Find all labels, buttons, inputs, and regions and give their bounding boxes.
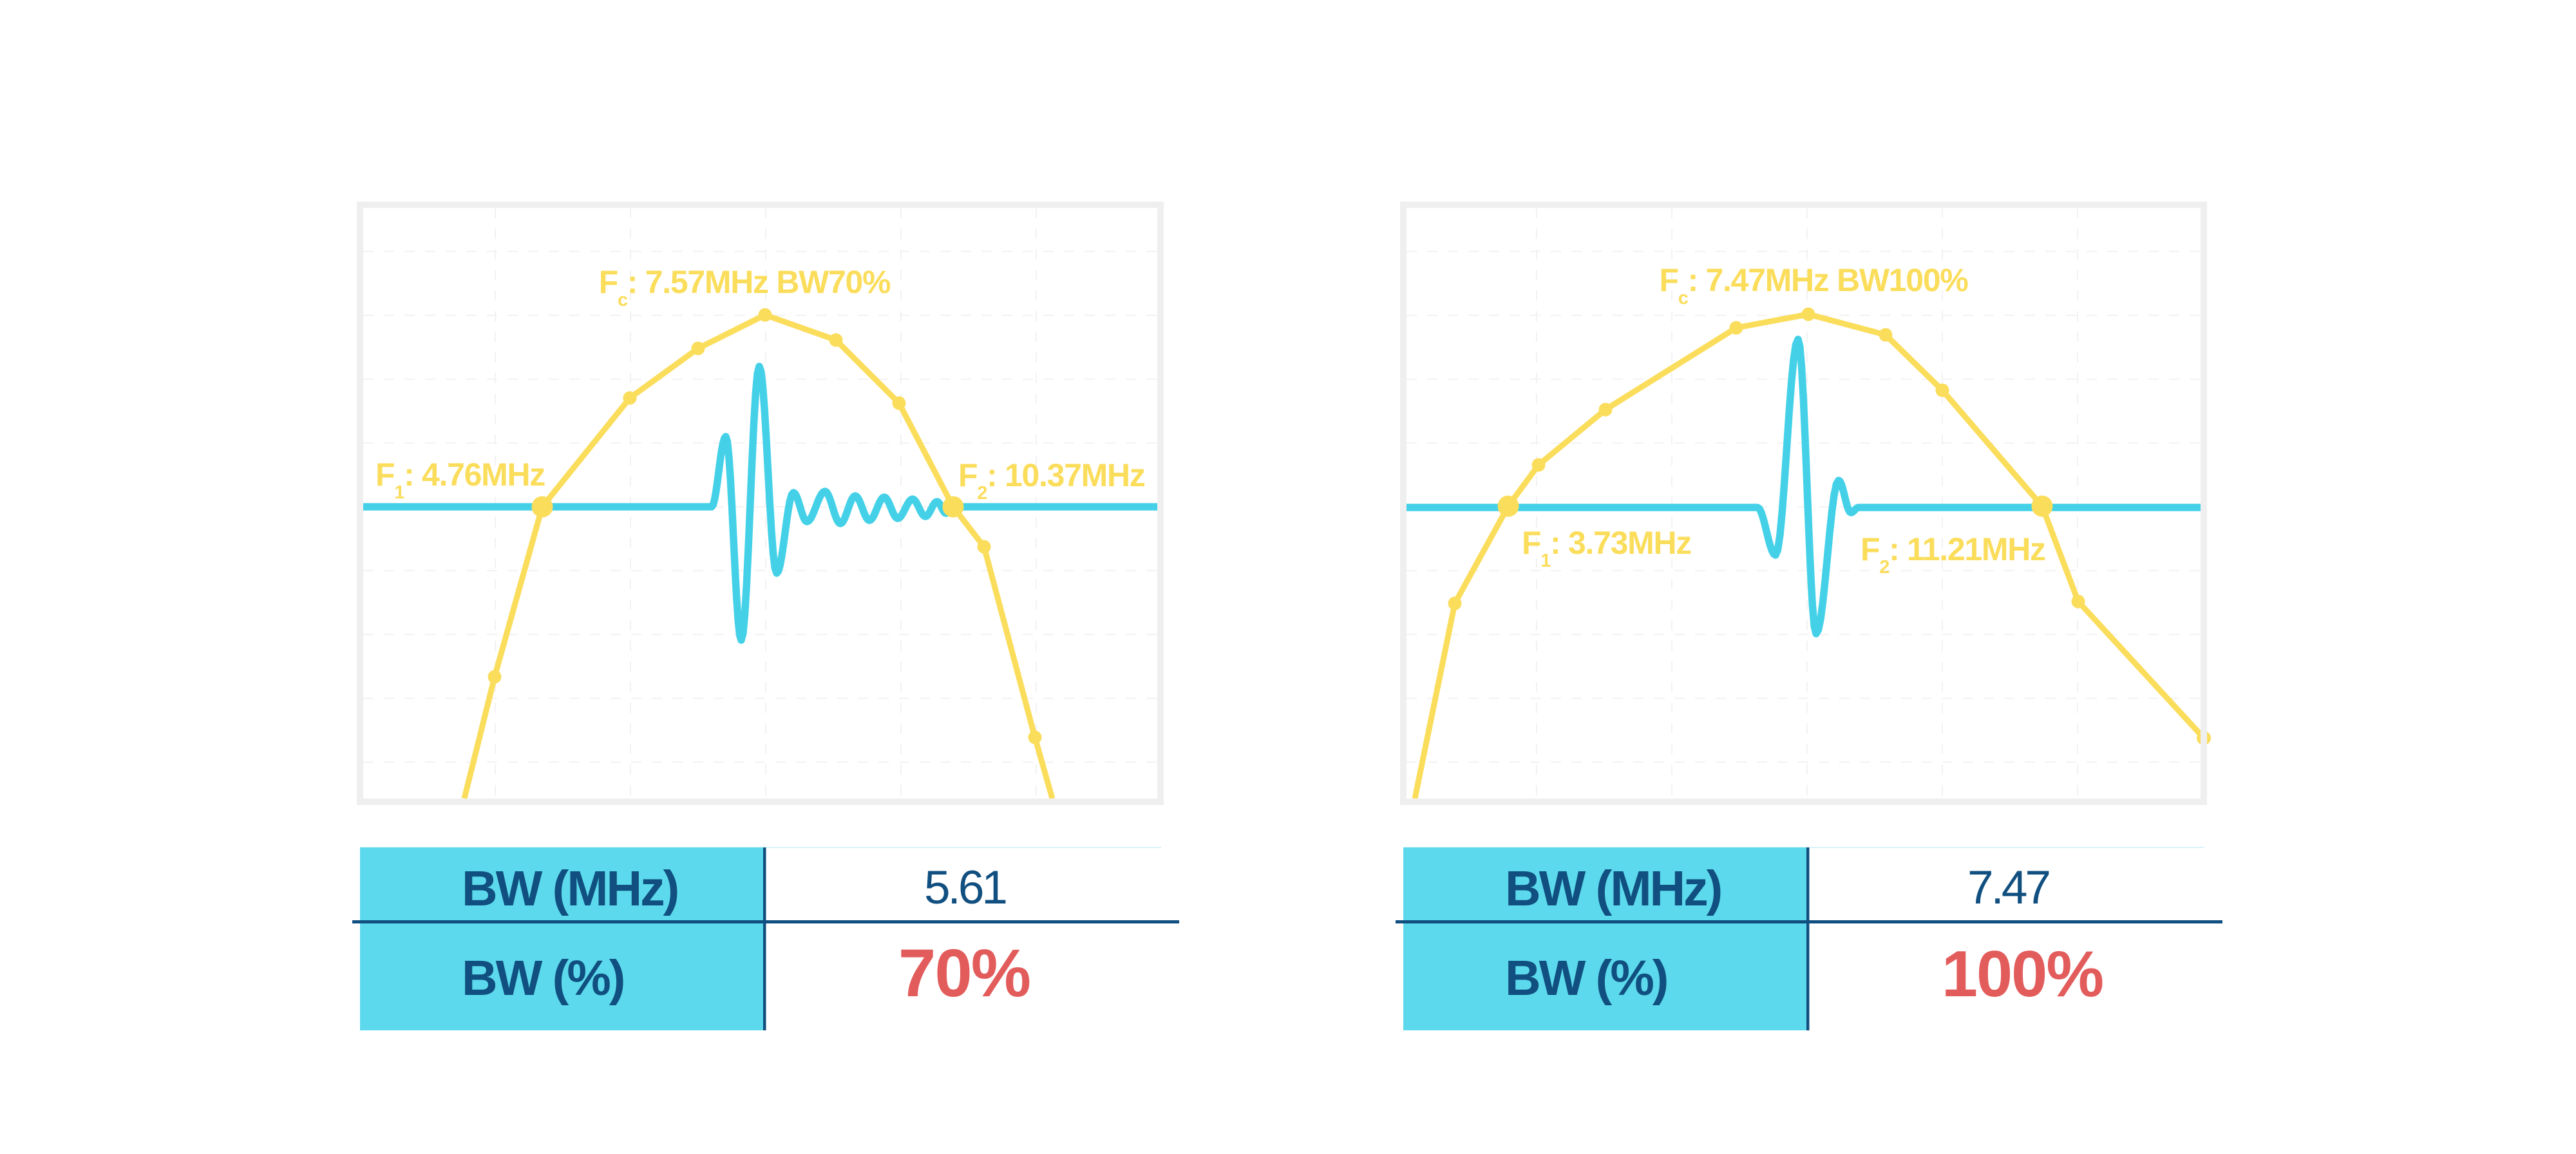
svg-text:7.47: 7.47 (1967, 862, 2049, 914)
svg-text:BW (MHz): BW (MHz) (1505, 861, 1721, 916)
svg-text:100%: 100% (1942, 938, 2103, 1010)
svg-text:70%: 70% (898, 936, 1030, 1011)
svg-text:BW (%): BW (%) (1505, 951, 1667, 1006)
svg-text:5.61: 5.61 (924, 862, 1006, 914)
svg-text:BW (%): BW (%) (462, 951, 623, 1006)
svg-text:BW (MHz): BW (MHz) (462, 861, 677, 916)
